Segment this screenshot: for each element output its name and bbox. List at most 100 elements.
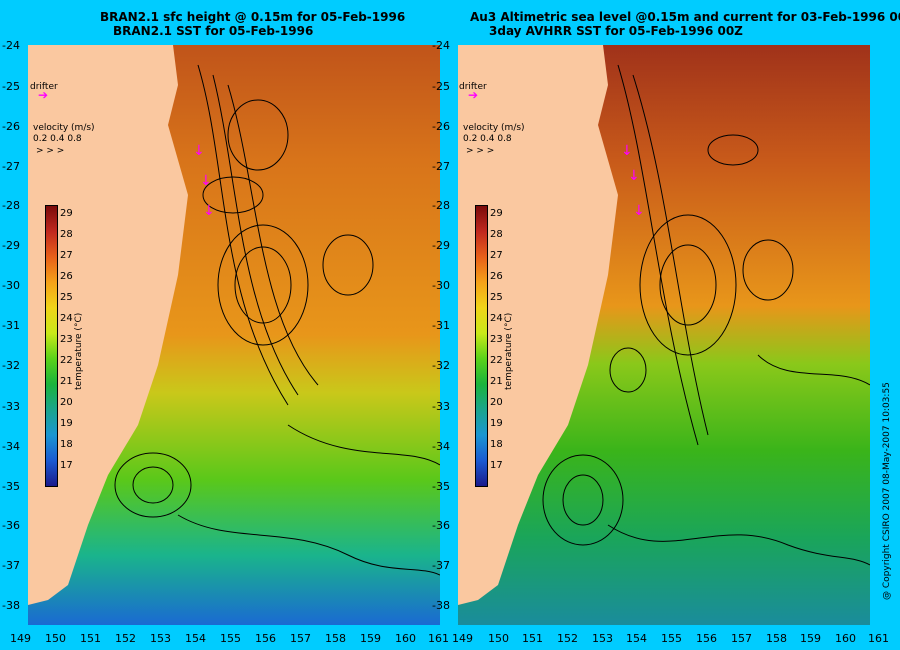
drifter-track: ↓ [200, 173, 212, 189]
y-tick: -27 [2, 160, 20, 173]
x-tick: 159 [360, 632, 381, 645]
y-tick: -37 [432, 559, 450, 572]
colorbar-tick: 22 [490, 355, 503, 366]
y-tick: -33 [2, 400, 20, 413]
y-tick: -25 [432, 80, 450, 93]
y-tick: -34 [432, 440, 450, 453]
sea-level-contours [542, 64, 870, 566]
y-tick: -26 [2, 120, 20, 133]
colorbar-tick: 20 [60, 397, 73, 408]
right-map-panel: ↓ ↓ ↓ [458, 45, 870, 625]
y-tick: -36 [2, 519, 20, 532]
y-tick: -36 [432, 519, 450, 532]
colorbar-tick: 22 [60, 355, 73, 366]
drifter-marker-icon: ➔ [468, 88, 479, 102]
y-tick: -32 [2, 359, 20, 372]
x-tick: 149 [10, 632, 31, 645]
right-title-line1: Au3 Altimetric sea level @0.15m and curr… [470, 10, 900, 24]
x-tick: 160 [835, 632, 856, 645]
y-tick: -25 [2, 80, 20, 93]
right-title-line2: 3day AVHRR SST for 05-Feb-1996 00Z [489, 24, 743, 38]
y-tick: -31 [432, 319, 450, 332]
x-tick: 160 [395, 632, 416, 645]
x-tick: 150 [488, 632, 509, 645]
y-tick: -28 [2, 199, 20, 212]
x-tick: 151 [522, 632, 543, 645]
colorbar-tick: 18 [490, 439, 503, 450]
drifter-track: ↓ [621, 143, 633, 159]
y-tick: -30 [432, 279, 450, 292]
drifter-track: ↓ [193, 143, 205, 159]
colorbar-tick: 24 [490, 313, 503, 324]
drifter-marker-icon: ➔ [38, 88, 49, 102]
x-tick: 161 [428, 632, 449, 645]
drifter-label: drifter [30, 82, 58, 92]
colorbar-tick: 25 [60, 292, 73, 303]
left-map-panel: ↓ ↓ ↓ [28, 45, 440, 625]
y-tick: -24 [432, 39, 450, 52]
x-tick: 157 [731, 632, 752, 645]
colorbar-tick: 26 [60, 271, 73, 282]
y-tick: -38 [432, 599, 450, 612]
y-tick: -30 [2, 279, 20, 292]
y-tick: -35 [2, 480, 20, 493]
colorbar-tick: 28 [490, 229, 503, 240]
velocity-scale-right: 0.2 0.4 0.8 [463, 134, 512, 144]
velocity-arrows-icon: > > > [36, 146, 65, 156]
x-tick: 153 [150, 632, 171, 645]
y-tick: -37 [2, 559, 20, 572]
y-tick: -32 [432, 359, 450, 372]
colorbar-tick: 18 [60, 439, 73, 450]
x-tick: 153 [592, 632, 613, 645]
copyright-notice: @ Copyright CSIRO 2007 08-May-2007 10:03… [882, 382, 892, 600]
colorbar-tick: 27 [490, 250, 503, 261]
colorbar-tick: 21 [490, 376, 503, 387]
colorbar-tick: 17 [60, 460, 73, 471]
y-tick: -35 [432, 480, 450, 493]
x-tick: 158 [766, 632, 787, 645]
x-tick: 156 [255, 632, 276, 645]
colorbar-tick: 19 [60, 418, 73, 429]
colorbar-tick: 25 [490, 292, 503, 303]
x-tick: 159 [800, 632, 821, 645]
y-tick: -38 [2, 599, 20, 612]
colorbar-tick: 24 [60, 313, 73, 324]
drifter-track: ↓ [633, 203, 645, 219]
x-tick: 151 [80, 632, 101, 645]
velocity-label: velocity (m/s) [33, 123, 95, 133]
x-tick: 156 [696, 632, 717, 645]
x-tick: 149 [452, 632, 473, 645]
sea-level-contours [114, 64, 440, 576]
australia-landmass [28, 45, 188, 605]
x-tick: 155 [661, 632, 682, 645]
y-tick: -34 [2, 440, 20, 453]
x-tick: 161 [868, 632, 889, 645]
colorbar-title: temperature (°C) [74, 312, 84, 390]
colorbar-title-right: temperature (°C) [504, 312, 514, 390]
velocity-arrows-icon: > > > [466, 146, 495, 156]
drifter-track: ↓ [203, 203, 215, 219]
australia-landmass [458, 45, 618, 605]
colorbar-tick: 23 [490, 334, 503, 345]
x-tick: 152 [557, 632, 578, 645]
right-colorbar [475, 205, 488, 487]
x-tick: 150 [45, 632, 66, 645]
y-tick: -24 [2, 39, 20, 52]
colorbar-tick: 29 [60, 208, 73, 219]
drifter-label-right: drifter [459, 82, 487, 92]
velocity-label-right: velocity (m/s) [463, 123, 525, 133]
x-tick: 158 [325, 632, 346, 645]
left-title-line1: BRAN2.1 sfc height @ 0.15m for 05-Feb-19… [100, 10, 406, 24]
colorbar-tick: 20 [490, 397, 503, 408]
y-tick: -33 [432, 400, 450, 413]
colorbar-tick: 23 [60, 334, 73, 345]
colorbar-tick: 26 [490, 271, 503, 282]
y-tick: -27 [432, 160, 450, 173]
y-tick: -26 [432, 120, 450, 133]
colorbar-tick: 17 [490, 460, 503, 471]
colorbar-tick: 19 [490, 418, 503, 429]
y-tick: -29 [2, 239, 20, 252]
left-title-line2: BRAN2.1 SST for 05-Feb-1996 [113, 24, 314, 38]
x-tick: 154 [626, 632, 647, 645]
velocity-scale: 0.2 0.4 0.8 [33, 134, 82, 144]
